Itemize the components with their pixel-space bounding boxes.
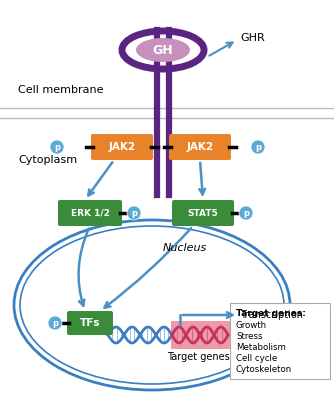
Text: Metabolism: Metabolism <box>236 343 286 352</box>
Text: p: p <box>255 142 261 152</box>
Text: Target genes:: Target genes: <box>236 309 306 318</box>
Circle shape <box>50 140 64 154</box>
FancyBboxPatch shape <box>171 321 231 349</box>
FancyBboxPatch shape <box>91 134 153 160</box>
Text: Stress: Stress <box>236 332 263 341</box>
Text: GHR: GHR <box>240 33 265 43</box>
Circle shape <box>127 206 141 220</box>
Circle shape <box>239 206 253 220</box>
Ellipse shape <box>136 38 190 62</box>
Text: JAK2: JAK2 <box>186 142 213 152</box>
FancyBboxPatch shape <box>169 134 231 160</box>
Text: Cell cycle: Cell cycle <box>236 354 277 363</box>
FancyBboxPatch shape <box>172 200 234 226</box>
FancyBboxPatch shape <box>67 311 113 335</box>
Text: p: p <box>131 208 137 218</box>
Text: JAK2: JAK2 <box>109 142 136 152</box>
Text: TFs: TFs <box>80 318 100 328</box>
FancyBboxPatch shape <box>230 303 330 379</box>
Text: Growth: Growth <box>236 321 267 330</box>
Text: p: p <box>243 208 249 218</box>
Text: Target genes: Target genes <box>167 352 229 362</box>
FancyBboxPatch shape <box>58 200 122 226</box>
Text: GH: GH <box>153 44 173 56</box>
Text: Cytoplasm: Cytoplasm <box>18 155 77 165</box>
Text: Nucleus: Nucleus <box>163 243 207 253</box>
Text: ERK 1/2: ERK 1/2 <box>70 208 110 218</box>
Text: Cell membrane: Cell membrane <box>18 85 104 95</box>
Circle shape <box>48 316 62 330</box>
Text: Cytoskeleton: Cytoskeleton <box>236 365 292 374</box>
Text: STAT5: STAT5 <box>188 208 218 218</box>
Circle shape <box>251 140 265 154</box>
Text: p: p <box>52 318 58 328</box>
Text: Transcription: Transcription <box>240 310 303 320</box>
Text: p: p <box>54 142 60 152</box>
